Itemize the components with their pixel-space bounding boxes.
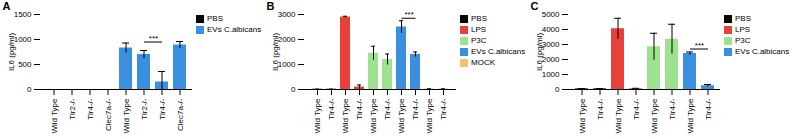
svg-text:1000: 1000 <box>542 70 560 79</box>
svg-text:Tlr4-/-: Tlr4-/- <box>439 98 448 120</box>
svg-text:Tlr4-/-: Tlr4-/- <box>596 98 605 120</box>
svg-text:3000: 3000 <box>278 10 296 19</box>
svg-text:Tlr2-/-: Tlr2-/- <box>68 98 77 120</box>
html-text:PBS: PBS <box>471 14 487 23</box>
svg-text:Wild Type: Wild Type <box>369 98 378 134</box>
svg-text:Wild Type: Wild Type <box>50 98 59 134</box>
svg-text:Wild Type: Wild Type <box>122 98 131 134</box>
svg-text:2000: 2000 <box>278 35 296 44</box>
svg-text:B: B <box>267 0 275 12</box>
svg-text:4000: 4000 <box>542 25 560 34</box>
svg-text:1000: 1000 <box>278 60 296 69</box>
svg-text:C: C <box>531 0 539 12</box>
svg-text:Wild Type: Wild Type <box>341 98 350 134</box>
svg-text:IL6 (pg/ml): IL6 (pg/ml) <box>535 33 544 72</box>
html-text:PBS: PBS <box>207 14 223 23</box>
svg-text:Tlr4-/-: Tlr4-/- <box>158 98 167 120</box>
html-text:EVs C.albicans: EVs C.albicans <box>735 47 790 56</box>
svg-text:Wild Type: Wild Type <box>614 98 623 134</box>
svg-text:Tlr4-/-: Tlr4-/- <box>632 98 641 120</box>
html-text:P3C: P3C <box>471 36 487 45</box>
svg-text:1500: 1500 <box>14 10 32 19</box>
svg-text:5000: 5000 <box>542 10 560 19</box>
svg-text:500: 500 <box>18 60 32 69</box>
svg-text:Tlr4-/-: Tlr4-/- <box>86 98 95 120</box>
svg-text:0: 0 <box>27 85 32 94</box>
svg-text:***: *** <box>149 34 158 43</box>
svg-text:Tlr2-/-: Tlr2-/- <box>140 98 149 120</box>
svg-text:0: 0 <box>291 85 296 94</box>
svg-text:Tlr4-/-: Tlr4-/- <box>383 98 392 120</box>
html-text:MOCK: MOCK <box>471 58 495 67</box>
svg-text:IL6 (pg/ml): IL6 (pg/ml) <box>271 33 280 72</box>
svg-text:Wild Type: Wild Type <box>686 98 695 134</box>
svg-text:***: *** <box>695 41 704 50</box>
svg-text:Tlr4-/-: Tlr4-/- <box>411 98 420 120</box>
svg-text:2000: 2000 <box>542 55 560 64</box>
svg-text:Tlr4-/-: Tlr4-/- <box>355 98 364 120</box>
svg-text:Tlr4-/-: Tlr4-/- <box>704 98 713 120</box>
svg-text:***: *** <box>404 10 413 19</box>
svg-text:Wild Type: Wild Type <box>650 98 659 134</box>
svg-text:Clec7a-/-: Clec7a-/- <box>176 98 185 131</box>
html-text:EVs C.albicans: EVs C.albicans <box>471 47 526 56</box>
html-text:P3C: P3C <box>735 36 751 45</box>
svg-text:Wild Type: Wild Type <box>397 98 406 134</box>
svg-text:0: 0 <box>555 85 560 94</box>
html-text:LPS: LPS <box>471 25 487 34</box>
svg-text:3000: 3000 <box>542 40 560 49</box>
svg-text:1000: 1000 <box>14 35 32 44</box>
svg-text:A: A <box>3 0 11 12</box>
svg-text:IL6 (pg/ml): IL6 (pg/ml) <box>7 33 16 72</box>
svg-text:Wild Type: Wild Type <box>578 98 587 134</box>
svg-text:Tlr4-/-: Tlr4-/- <box>327 98 336 120</box>
svg-text:Clec7a-/-: Clec7a-/- <box>104 98 113 131</box>
html-text:PBS: PBS <box>735 14 751 23</box>
svg-text:Tlr4-/-: Tlr4-/- <box>668 98 677 120</box>
html-text:LPS: LPS <box>735 25 751 34</box>
svg-text:Wild Type: Wild Type <box>425 98 434 134</box>
html-text:EVs C.albicans: EVs C.albicans <box>207 25 262 34</box>
svg-text:Wild Type: Wild Type <box>313 98 322 134</box>
